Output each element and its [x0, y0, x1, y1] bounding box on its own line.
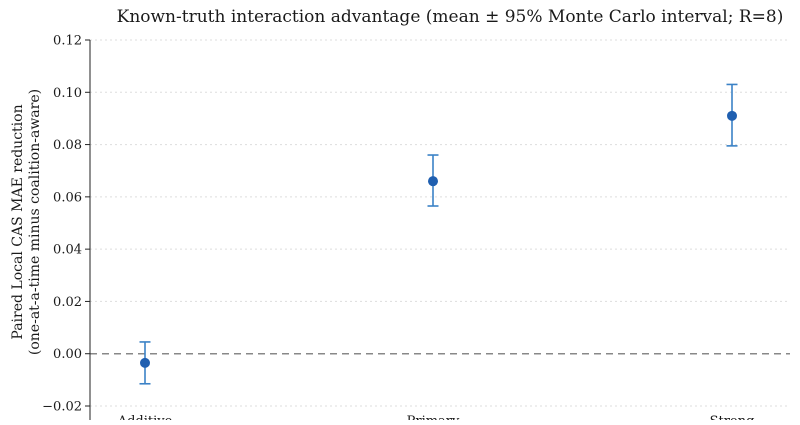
y-tick-label: −0.02 — [42, 400, 82, 415]
y-axis-label-line1: Paired Local CAS MAE reduction — [10, 104, 26, 339]
y-tick-label: 0.12 — [53, 34, 82, 49]
y-tick-label: 0.04 — [53, 243, 82, 258]
data-point — [140, 357, 150, 368]
x-tick-label: Primary — [407, 414, 460, 420]
y-tick-label: 0.10 — [53, 86, 82, 101]
data-points — [139, 83, 738, 385]
y-axis-label-line2: (one-at-a-time minus coalition-aware) — [27, 89, 43, 355]
y-ticks: −0.02 0.00 0.02 0.04 0.06 0.08 0.10 0.12 — [42, 34, 90, 415]
data-point — [428, 176, 438, 187]
chart-title: Known-truth interaction advantage (mean … — [117, 7, 784, 27]
x-tick-label: Strong — [710, 414, 755, 420]
y-tick-label: 0.08 — [53, 138, 82, 153]
x-ticks: Additive Primary Strong — [117, 414, 755, 425]
y-tick-label: 0.06 — [53, 190, 82, 205]
gridlines — [90, 39, 790, 407]
y-tick-label: 0.02 — [53, 295, 82, 310]
y-tick-label: 0.00 — [53, 347, 82, 362]
x-tick-label: Additive — [117, 414, 173, 420]
data-point — [727, 110, 737, 121]
